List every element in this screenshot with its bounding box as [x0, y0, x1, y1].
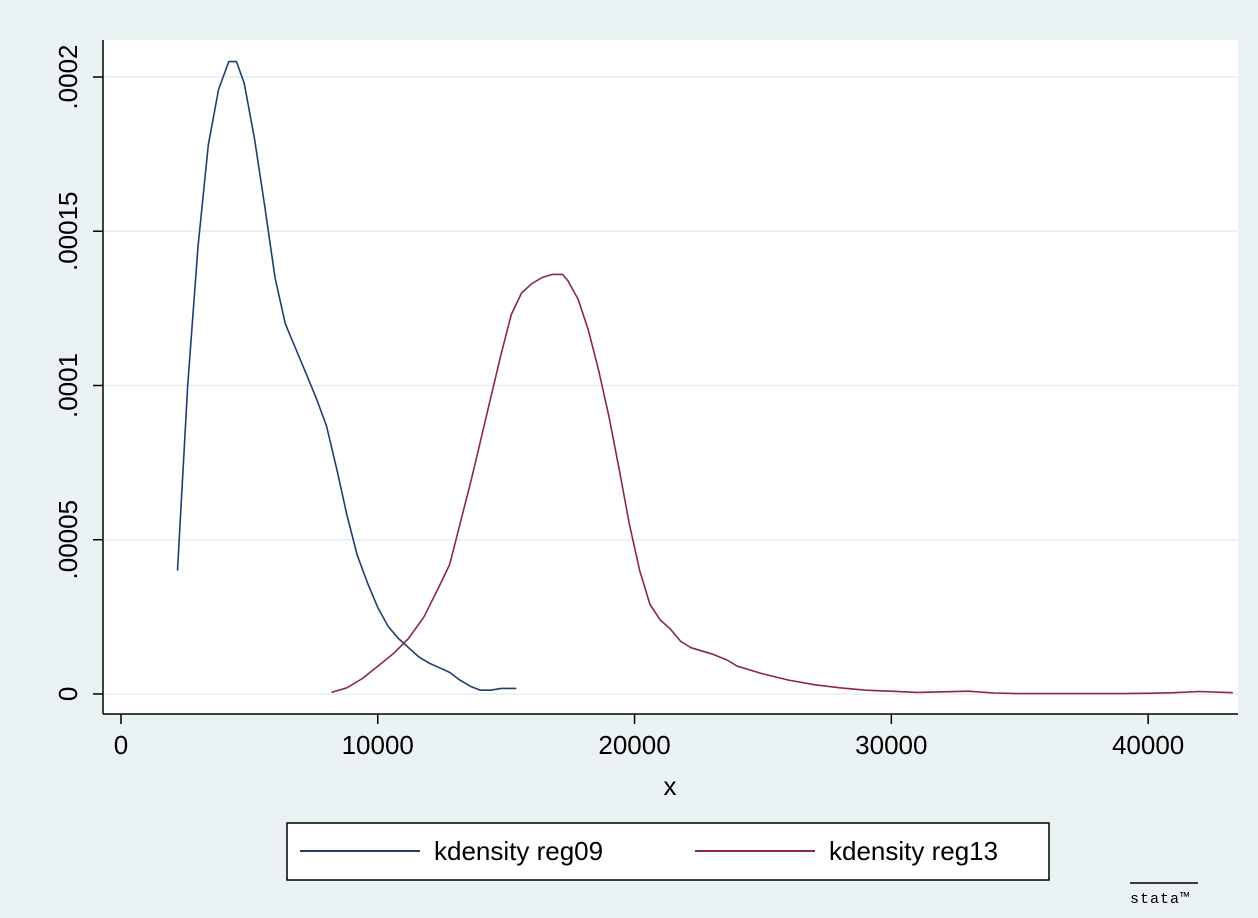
x-axis-title: x: [664, 771, 677, 801]
y-tick-label: .0001: [53, 353, 83, 418]
y-tick-label: 0: [53, 687, 83, 701]
legend-label-reg09: kdensity reg09: [434, 836, 603, 866]
series-line-kdensity-reg09: [176, 60, 517, 691]
y-tick-label: .0002: [53, 44, 83, 109]
legend-label-reg13: kdensity reg13: [829, 836, 998, 866]
y-tick-label: .00015: [53, 191, 83, 271]
x-axis-ticks: 0 10000 20000 30000 40000: [114, 714, 1184, 760]
x-tick-label: 30000: [855, 730, 927, 760]
series-lines: [176, 60, 1233, 695]
y-tick-label: .00005: [53, 500, 83, 580]
x-tick-label: 0: [114, 730, 128, 760]
y-axis-ticks: 0 .00005 .0001 .00015 .0002: [53, 44, 103, 701]
axes: [102, 40, 1238, 715]
stata-logo: stata™: [1130, 882, 1198, 908]
plot-area: [103, 40, 1238, 714]
logo-text: stata™: [1130, 891, 1190, 908]
x-tick-label: 10000: [342, 730, 414, 760]
x-tick-label: 40000: [1112, 730, 1184, 760]
legend: kdensity reg09 kdensity reg13: [286, 822, 1050, 881]
x-tick-label: 20000: [598, 730, 670, 760]
series-line-kdensity-reg13: [331, 273, 1233, 695]
